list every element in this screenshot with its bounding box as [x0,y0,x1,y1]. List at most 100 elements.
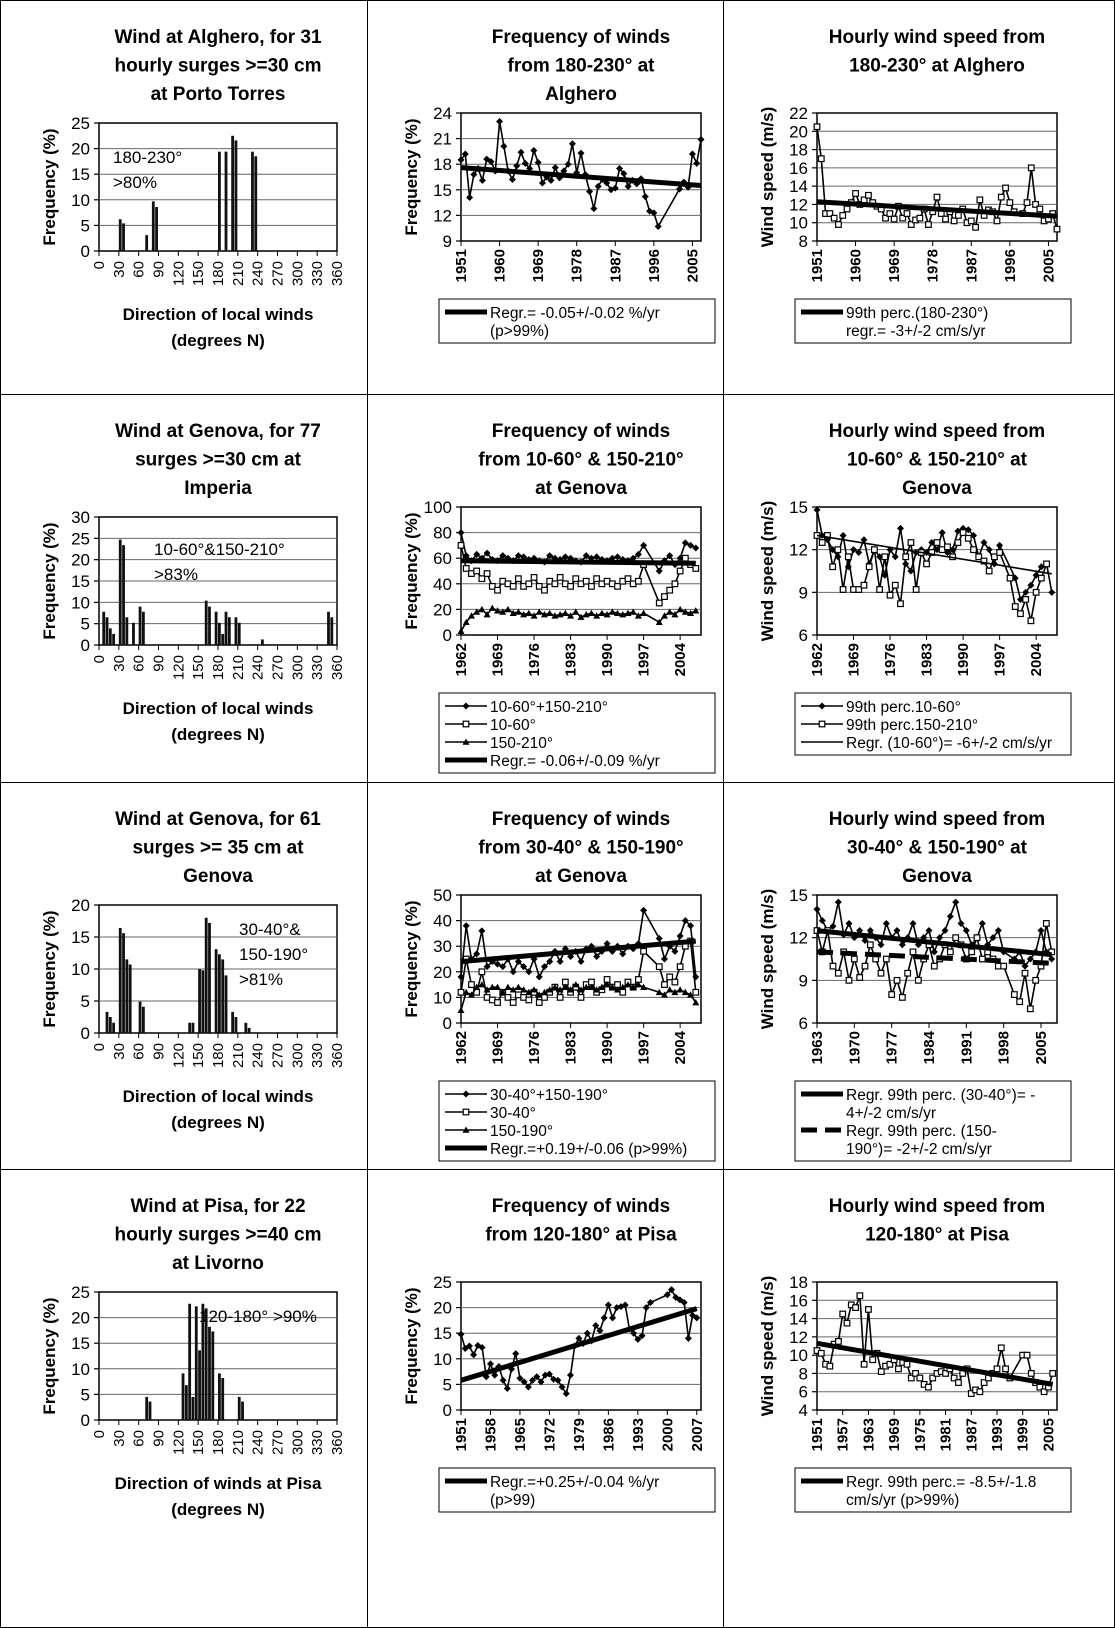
y-tick-label: 15 [71,572,90,591]
data-point [954,539,962,546]
y-tick-label: 100 [424,498,452,517]
data-point [551,612,559,619]
x-tick-label: 1990 [955,643,972,676]
x-axis-label: (degrees N) [171,331,265,350]
data-point [624,182,632,190]
data-point [556,611,564,618]
bar [234,140,238,251]
annotation-text: 150-190° [239,945,308,964]
y-tick-label: 5 [81,992,90,1011]
annotation-text: >83% [154,565,198,584]
legend-marker [462,702,470,710]
legend-marker [818,702,826,710]
data-point [640,541,648,549]
data-point [640,609,648,617]
x-tick-label: 1983 [919,643,936,676]
data-point [640,906,648,914]
data-point [826,1362,834,1370]
data-point [1021,962,1029,970]
y-tick-label: 21 [433,130,452,149]
data-point [630,1329,638,1337]
data-point [621,1301,629,1309]
x-tick-label: 270 [270,1043,287,1068]
bar [125,959,129,1033]
x-tick-label: 1986 [600,1418,617,1451]
data-point [671,611,679,618]
y-axis-label: Frequency (%) [402,1287,421,1404]
y-tick-label: 15 [433,1324,452,1343]
data-point [661,593,668,601]
x-tick-label: 120 [170,1430,187,1455]
x-tick-label: 60 [131,655,148,672]
data-point [529,1376,537,1384]
data-point [962,927,970,935]
y-tick-label: 0 [81,1024,90,1043]
data-point [488,604,496,611]
data-point [687,609,695,617]
data-point [546,986,554,993]
y-tick-label: 10 [789,214,808,233]
x-tick-label: 1969 [490,643,507,676]
x-tick-label: 180 [210,655,227,680]
bar [237,622,241,645]
y-tick-label: 20 [71,140,90,159]
data-point [613,1304,621,1312]
bar [188,1303,192,1420]
data-point [478,554,486,562]
y-tick-label: 6 [799,1383,808,1402]
y-tick-label: 22 [789,104,808,123]
data-point [697,135,705,143]
chart-title-line: Frequency of winds [492,1196,670,1217]
bar [141,1006,145,1033]
legend-label: (p>99%) [490,323,549,340]
y-tick-label: 14 [789,1310,808,1329]
data-point [530,986,538,993]
data-point [577,994,585,1001]
data-point [930,962,938,970]
chart-panel-8: Frequency of winds from 30-40° & 150-190°… [368,783,724,1170]
data-point [614,986,622,993]
annotation-text: >81% [239,970,283,989]
x-tick-label: 1996 [1002,249,1019,282]
data-point [978,919,986,927]
legend-label: 150-190° [490,1123,553,1140]
bar [112,1022,116,1033]
data-point [520,1378,528,1386]
data-point [468,981,475,989]
data-point [957,919,965,927]
data-point [503,1384,511,1392]
data-point [514,575,522,583]
legend-box [438,1467,716,1513]
chart-title-line: Wind at Pisa, for 22 [130,1196,305,1217]
y-axis-label: Frequency (%) [40,128,59,245]
data-point [564,160,572,168]
x-tick-label: 300 [289,261,306,286]
x-tick-label: 1996 [646,249,663,282]
data-point [577,149,585,157]
data-point [856,974,864,981]
y-tick-label: 12 [433,206,452,225]
data-point [466,193,474,201]
data-point [972,223,979,231]
data-point [1026,955,1034,963]
data-point [457,1006,465,1013]
data-point [488,983,496,990]
chart-title-line: Genova [902,866,972,887]
data-point [676,605,684,613]
data-point [483,611,491,618]
y-tick-label: 60 [433,549,452,568]
data-point [676,963,684,971]
chart-title-line: Frequency of winds [492,421,670,442]
x-tick-label: 150 [190,261,207,286]
data-point [461,150,469,158]
data-point [600,1314,608,1322]
data-point [925,927,933,935]
legend-label: 4+/-2 cm/s/yr [846,1105,936,1122]
data-point [646,1298,654,1306]
y-tick-label: 16 [789,159,808,178]
x-tick-label: 1990 [599,643,616,676]
chart-title-line: Wind at Alghero, for 31 [114,27,322,48]
x-tick-label: 1957 [835,1418,852,1451]
chart-title-line: Genova [183,866,253,887]
y-tick-label: 10 [71,1360,90,1379]
